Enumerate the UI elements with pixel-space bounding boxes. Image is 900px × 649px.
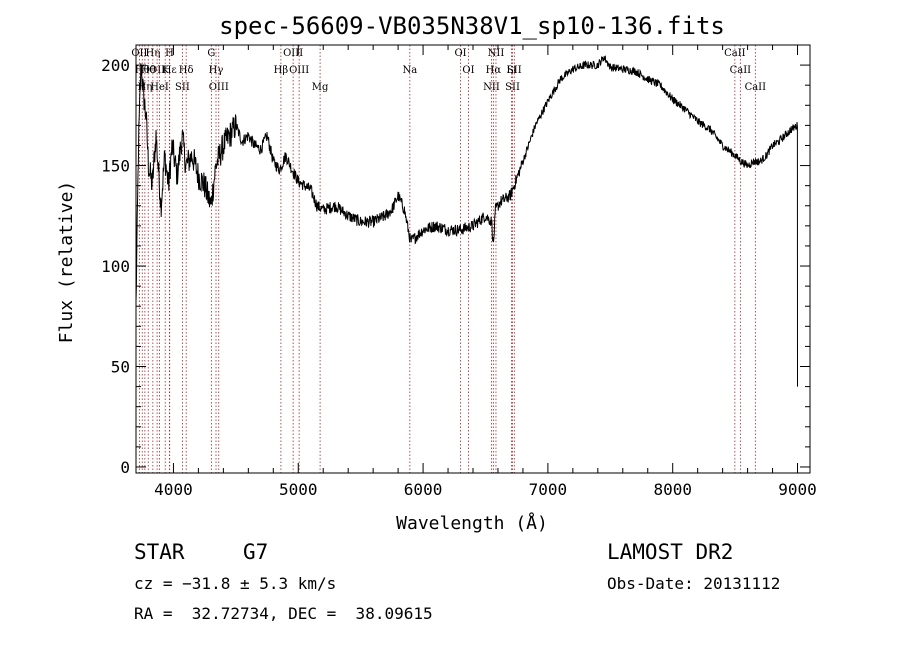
y-tick-label: 200	[101, 56, 130, 75]
x-tick-label: 8000	[653, 480, 692, 499]
line-marker-label: Li	[507, 65, 517, 76]
line-marker-label: Na	[402, 65, 417, 76]
line-marker-labels: OIIHθHηHθHηOIIHeIKHHεSIIHδGHγOIIIHβOIIIO…	[131, 48, 766, 93]
line-marker-label: SII	[505, 82, 520, 93]
y-tick-label: 150	[101, 157, 130, 176]
coordinates: RA = 32.72734, DEC = 38.09615	[134, 604, 433, 623]
redshift-velocity: cz = −31.8 ± 5.3 km/s	[134, 574, 337, 593]
chart-title: spec-56609-VB035N38V1_sp10-136.fits	[219, 12, 725, 40]
object-class: STAR	[134, 540, 185, 564]
line-marker-label: CaII	[730, 65, 752, 76]
line-marker-label: CaII	[724, 48, 746, 59]
x-axis-label: Wavelength (Å)	[396, 512, 548, 534]
line-marker-label: OIII	[283, 48, 303, 59]
line-marker-label: Hγ	[209, 65, 224, 76]
line-marker-label: SII	[175, 82, 190, 93]
line-marker-label: Hδ	[179, 65, 194, 76]
x-tick-label: 5000	[279, 480, 318, 499]
line-markers	[138, 45, 756, 473]
object-subclass: G7	[243, 540, 269, 564]
line-marker-label: Hβ	[274, 65, 289, 76]
spectrum-line	[135, 55, 798, 387]
survey-name: LAMOST DR2	[607, 540, 734, 564]
line-marker-label: G	[207, 48, 215, 59]
line-marker-label: Hα	[486, 65, 502, 76]
line-marker-label: Hθ	[135, 65, 150, 76]
line-marker-label: NII	[488, 48, 505, 59]
line-marker-label: OIII	[289, 65, 309, 76]
line-marker-label: OII	[149, 65, 165, 76]
line-marker-label: Hη	[138, 82, 153, 93]
line-marker-label: OII	[131, 48, 147, 59]
y-tick-label: 50	[111, 358, 130, 377]
x-tick-label: 6000	[404, 480, 443, 499]
line-marker-label: K	[161, 65, 169, 76]
x-tick-label: 7000	[529, 480, 568, 499]
line-marker-label: Hθ	[141, 65, 156, 76]
x-axis-ticks: 4000 5000 6000 7000 8000 9000	[154, 45, 817, 499]
line-marker-label: OIII	[209, 82, 229, 93]
line-marker-label: HeI	[150, 82, 169, 93]
line-marker-label: Hε	[163, 65, 177, 76]
x-tick-label: 9000	[778, 480, 817, 499]
line-marker-label: Mg	[312, 82, 329, 93]
line-marker-label: OI	[454, 48, 466, 59]
line-marker-label: OI	[462, 65, 474, 76]
x-tick-label: 4000	[154, 480, 193, 499]
line-marker-label: SII	[507, 65, 522, 76]
plot-frame	[135, 44, 811, 474]
line-marker-label: H	[165, 48, 174, 59]
line-marker-label: Hη	[145, 48, 160, 59]
y-tick-label: 0	[120, 458, 130, 477]
y-axis-ticks: 0 50 100 150 200	[101, 56, 810, 477]
y-tick-label: 100	[101, 257, 130, 276]
line-marker-label: NII	[483, 82, 500, 93]
observation-date: Obs-Date: 20131112	[607, 574, 781, 593]
line-marker-label: CaII	[745, 82, 767, 93]
y-axis-label: Flux (relative)	[56, 181, 77, 344]
